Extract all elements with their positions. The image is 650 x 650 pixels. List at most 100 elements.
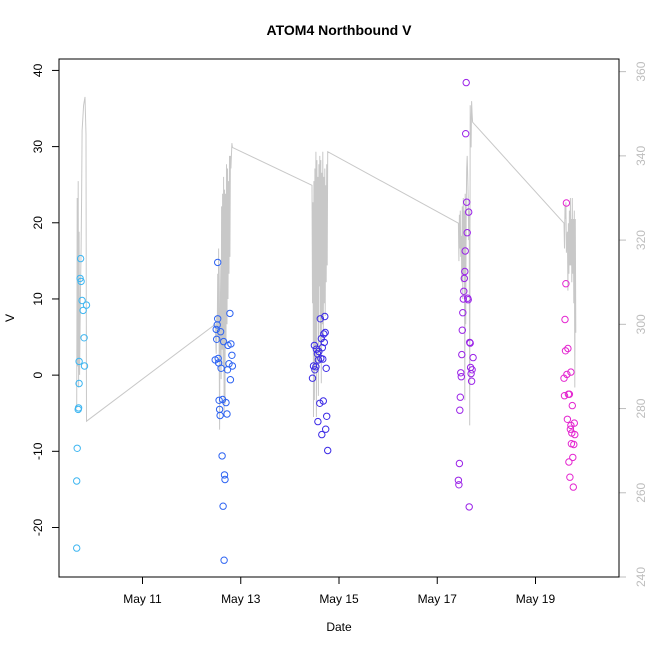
y2-tick-label: 320 [634, 230, 648, 250]
x-tick-label: May 13 [221, 592, 261, 606]
data-point [314, 417, 322, 426]
data-point [78, 296, 86, 305]
data-point [219, 337, 228, 346]
data-point [226, 309, 234, 318]
data-point [460, 274, 468, 283]
data-point [216, 411, 224, 420]
data-point [454, 476, 463, 484]
data-point [570, 419, 578, 427]
data-point [561, 347, 570, 355]
data-point [456, 393, 464, 401]
data-point [564, 344, 572, 353]
data-point [462, 130, 470, 138]
data-point [567, 368, 575, 376]
data-point [221, 475, 229, 484]
data-point [222, 398, 230, 407]
data-point [80, 362, 89, 370]
data-point [75, 379, 83, 388]
data-point [310, 341, 319, 350]
data-point [73, 544, 81, 552]
data-point [460, 287, 468, 295]
data-point [220, 471, 229, 479]
data-point [214, 315, 222, 323]
data-point [463, 198, 471, 206]
data-point [457, 369, 465, 377]
y-tick-label: 30 [31, 140, 45, 154]
data-point [73, 477, 81, 485]
y-tick-label: 40 [31, 63, 45, 77]
data-point [562, 199, 571, 207]
data-point [75, 357, 83, 366]
plot-frame [58, 58, 620, 578]
data-point [571, 430, 579, 439]
axes-layer: May 11 May 13 May 15 May 17 May 19 -20 -10 0 10 2… [31, 61, 648, 606]
data-point [215, 396, 223, 404]
y2-tick-label: 280 [634, 398, 648, 418]
data-point [318, 430, 326, 439]
data-point [218, 452, 226, 460]
data-point [570, 440, 578, 449]
data-point [468, 366, 476, 374]
data-point [461, 247, 469, 255]
x-axis-label: Date [326, 620, 352, 634]
data-point [214, 258, 222, 267]
y2-tick-label: 300 [634, 314, 648, 334]
data-point [458, 350, 466, 359]
data-point [214, 354, 222, 363]
x-tick-label: May 19 [516, 592, 556, 606]
data-point [563, 370, 571, 379]
data-point [459, 309, 467, 317]
data-point [76, 274, 84, 283]
data-point [455, 459, 464, 468]
data-point [319, 355, 327, 363]
data-point [223, 410, 231, 418]
y-tick-label: 10 [31, 292, 45, 306]
data-point [319, 397, 327, 405]
data-point [82, 301, 91, 309]
data-point [226, 376, 235, 384]
data-point [216, 328, 225, 336]
y2-tick-label: 340 [634, 146, 648, 166]
data-point [565, 458, 573, 466]
points-layer [73, 78, 579, 564]
chart-title: ATOM4 Northbound V [267, 22, 413, 38]
data-point [322, 364, 330, 372]
data-point [457, 373, 465, 381]
data-point [467, 377, 476, 385]
data-point [467, 369, 475, 378]
y-tick-label: 20 [31, 216, 45, 230]
data-point [561, 315, 569, 324]
data-point [568, 401, 576, 410]
x-tick-label: May 11 [123, 592, 162, 606]
data-point [465, 208, 473, 216]
data-point [228, 351, 236, 359]
data-point [455, 481, 463, 489]
data-point [219, 502, 227, 510]
data-point [456, 406, 464, 414]
data-point [76, 254, 85, 263]
data-point [569, 453, 577, 462]
y2-tick-label: 260 [634, 482, 648, 502]
data-point [461, 267, 469, 276]
y-tick-label: 0 [31, 371, 45, 378]
data-point [79, 306, 87, 315]
data-point [312, 363, 320, 371]
data-point [565, 390, 574, 398]
data-point [462, 78, 470, 87]
x-tick-label: May 17 [418, 592, 458, 606]
data-point [73, 444, 81, 452]
data-point [308, 374, 317, 382]
data-point [562, 280, 570, 288]
data-point [228, 362, 237, 370]
data-point [466, 339, 474, 347]
data-point [563, 415, 572, 423]
y-tick-label: -20 [31, 518, 45, 536]
data-point [212, 325, 220, 334]
data-point [569, 483, 577, 491]
data-point [74, 404, 83, 412]
y2-tick-label: 360 [634, 61, 648, 81]
data-point [227, 340, 235, 348]
data-point [459, 295, 467, 303]
data-point [321, 328, 329, 337]
